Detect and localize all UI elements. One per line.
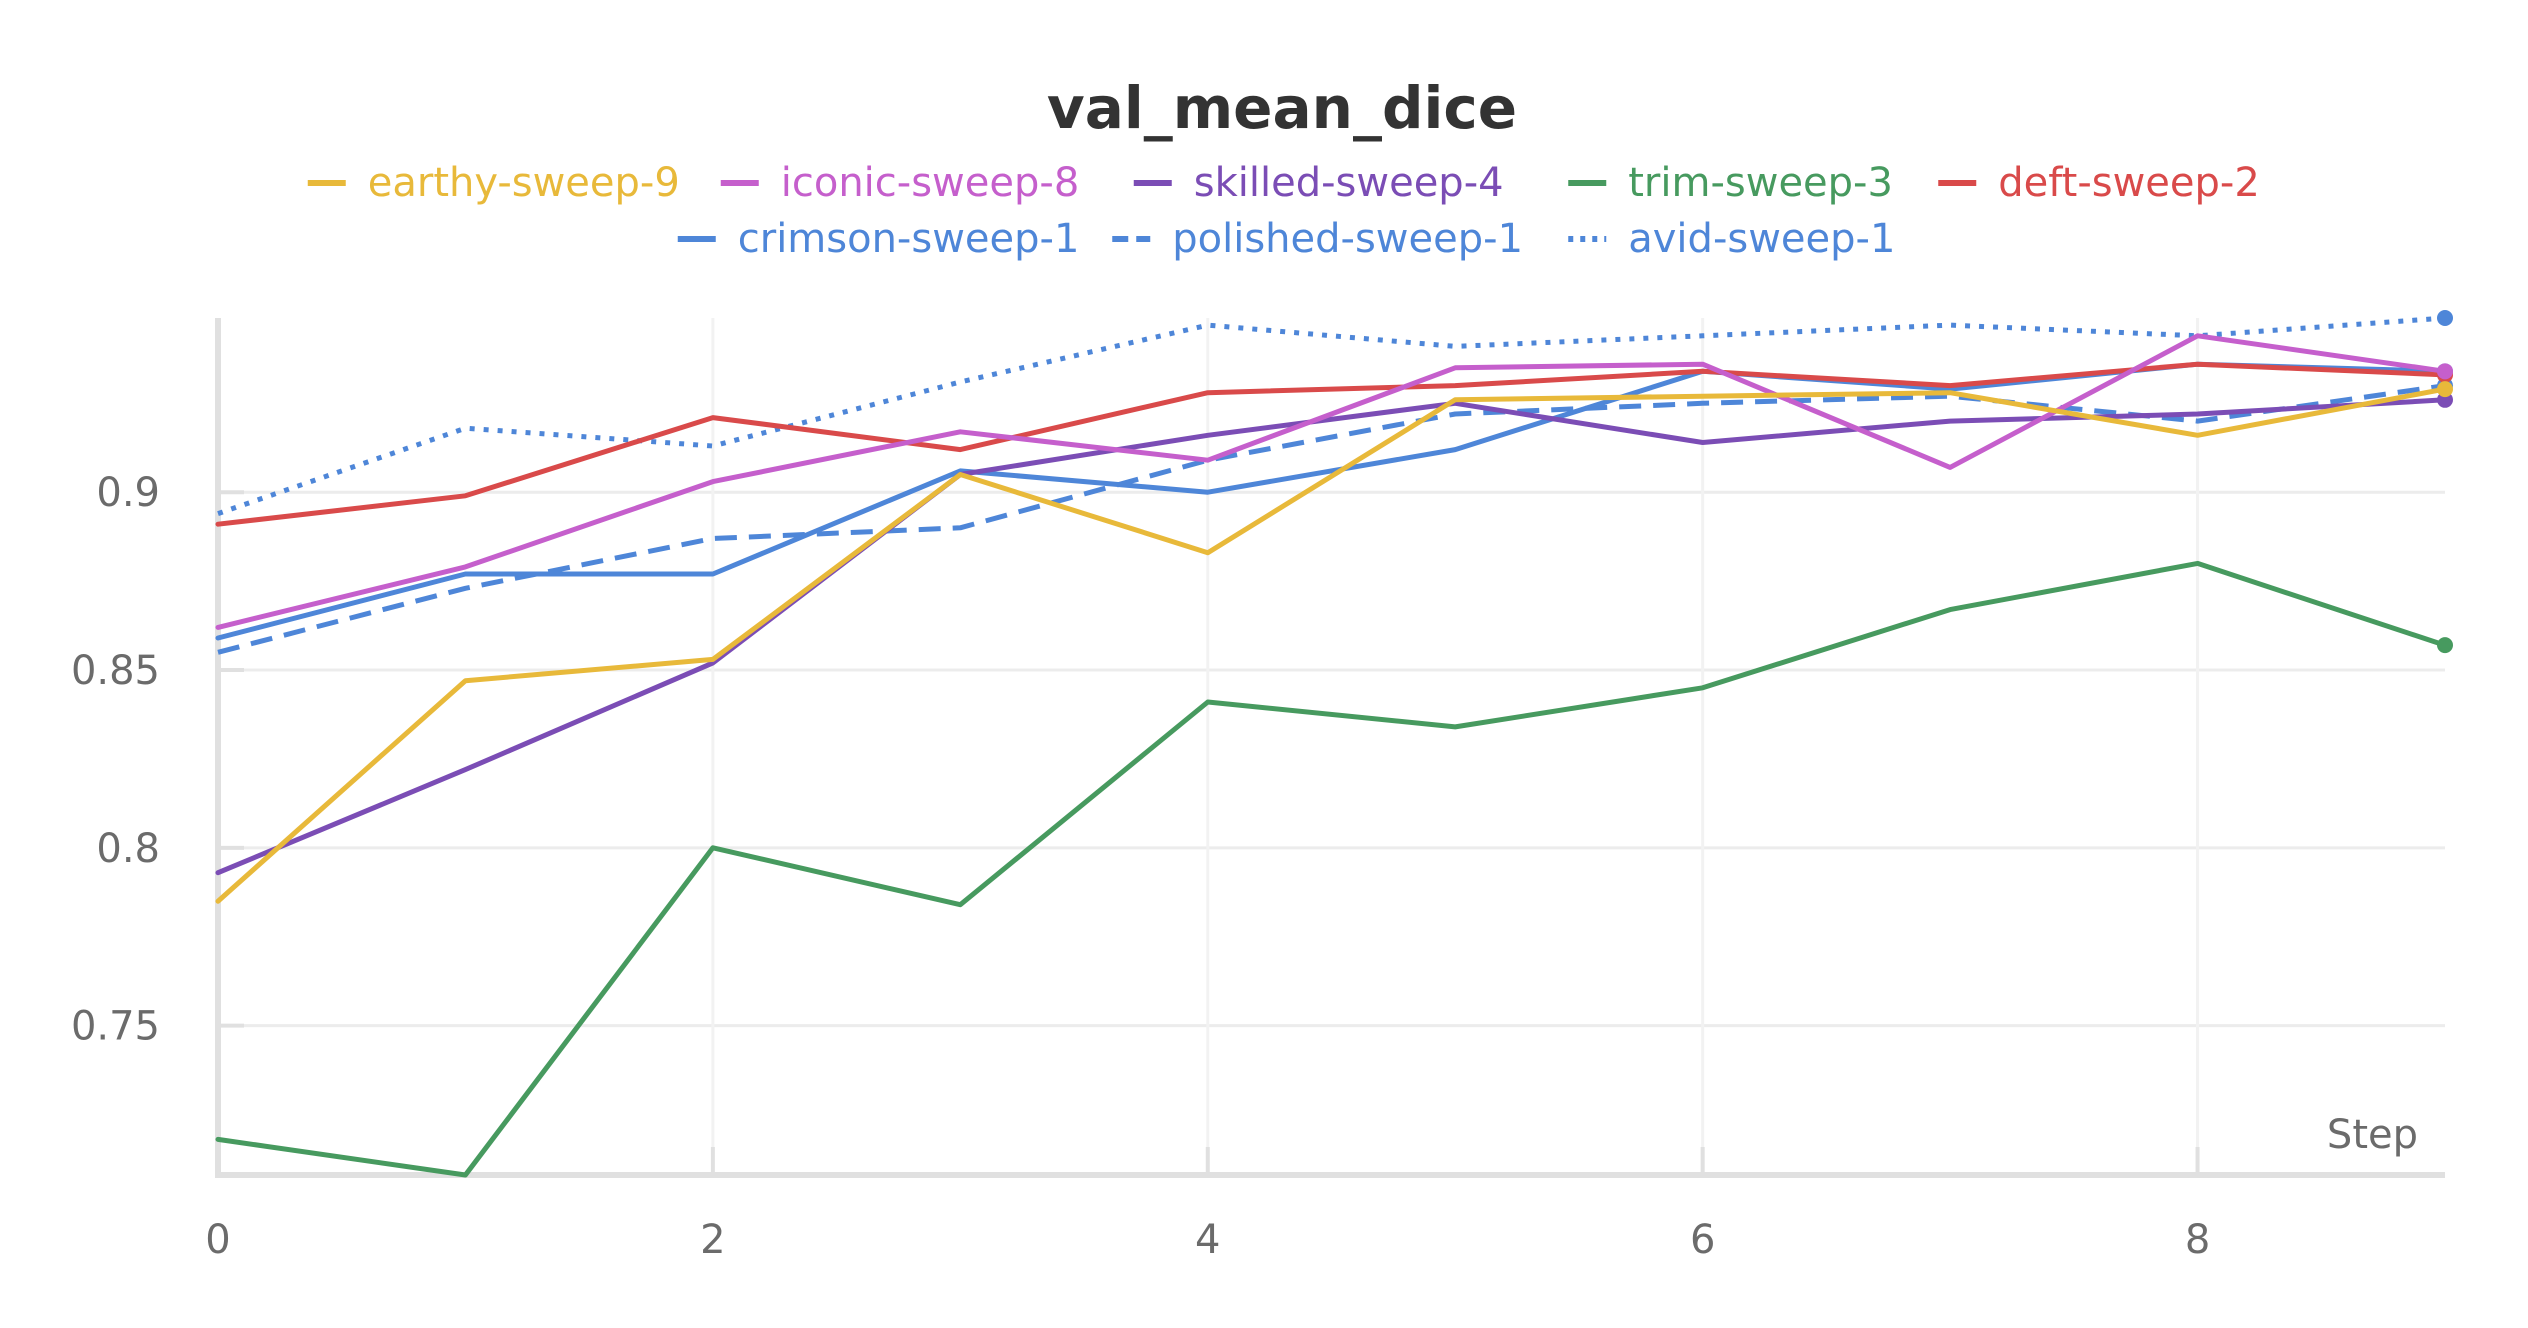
x-tick-label: 2 (700, 1217, 725, 1263)
legend-label: skilled-sweep-4 (1194, 160, 1504, 206)
chart-title: val_mean_dice (1047, 74, 1517, 142)
legend-item-crimson-sweep-1[interactable]: crimson-sweep-1 (677, 216, 1080, 262)
x-tick-label: 6 (1690, 1217, 1715, 1263)
series-end-point-trim-sweep-3 (2437, 637, 2453, 654)
y-tick-label: 0.8 (96, 826, 160, 872)
legend-item-deft-sweep-2[interactable]: deft-sweep-2 (1938, 160, 2260, 206)
legend-item-avid-sweep-1[interactable]: avid-sweep-1 (1568, 216, 1895, 262)
series-end-point-iconic-sweep-8 (2437, 363, 2453, 380)
series-line-trim-sweep-3 (215, 560, 2448, 1178)
legend-item-skilled-sweep-4[interactable]: skilled-sweep-4 (1133, 160, 1504, 206)
x-axis-ticks: 0 2 4 6 8 (205, 1147, 2210, 1263)
legend-item-iconic-sweep-8[interactable]: iconic-sweep-8 (720, 160, 1080, 206)
end-points (2437, 310, 2453, 654)
legend-item-polished-sweep-1[interactable]: polished-sweep-1 (1112, 216, 1523, 262)
legend-item-trim-sweep-3[interactable]: trim-sweep-3 (1568, 160, 1893, 206)
x-tick-label: 0 (205, 1217, 230, 1263)
axes (215, 318, 2445, 1178)
series-line-crimson-sweep-1 (215, 361, 2448, 641)
legend-label: avid-sweep-1 (1628, 216, 1895, 262)
legend-label: crimson-sweep-1 (738, 216, 1080, 262)
legend-label: trim-sweep-3 (1628, 160, 1893, 206)
x-axis-label: Step (2327, 1112, 2418, 1158)
legend-label: earthy-sweep-9 (368, 160, 680, 206)
x-tick-label: 8 (2185, 1217, 2210, 1263)
series-end-point-earthy-sweep-9 (2437, 381, 2453, 398)
series-line-polished-sweep-1 (217, 383, 2446, 655)
x-tick-label: 4 (1195, 1217, 1220, 1263)
series-line-earthy-sweep-9 (215, 386, 2448, 904)
legend: earthy-sweep-9 iconic-sweep-8 skilled-swee… (307, 160, 2260, 262)
series-line-skilled-sweep-4 (215, 397, 2448, 876)
y-tick-label: 0.9 (96, 470, 160, 516)
legend-label: deft-sweep-2 (1998, 160, 2260, 206)
y-tick-label: 0.75 (71, 1004, 160, 1050)
series-layer (215, 315, 2448, 1178)
legend-label: polished-sweep-1 (1172, 216, 1523, 262)
legend-item-earthy-sweep-9[interactable]: earthy-sweep-9 (307, 160, 680, 206)
series-line-iconic-sweep-8 (215, 333, 2448, 630)
series-end-point-avid-sweep-1 (2437, 310, 2453, 326)
series-line-deft-sweep-2 (215, 361, 2448, 527)
y-axis-ticks: 0.75 0.8 0.85 0.9 (71, 470, 244, 1050)
legend-label: iconic-sweep-8 (781, 160, 1080, 206)
y-tick-label: 0.85 (71, 648, 160, 694)
grid-lines (216, 318, 2445, 1175)
